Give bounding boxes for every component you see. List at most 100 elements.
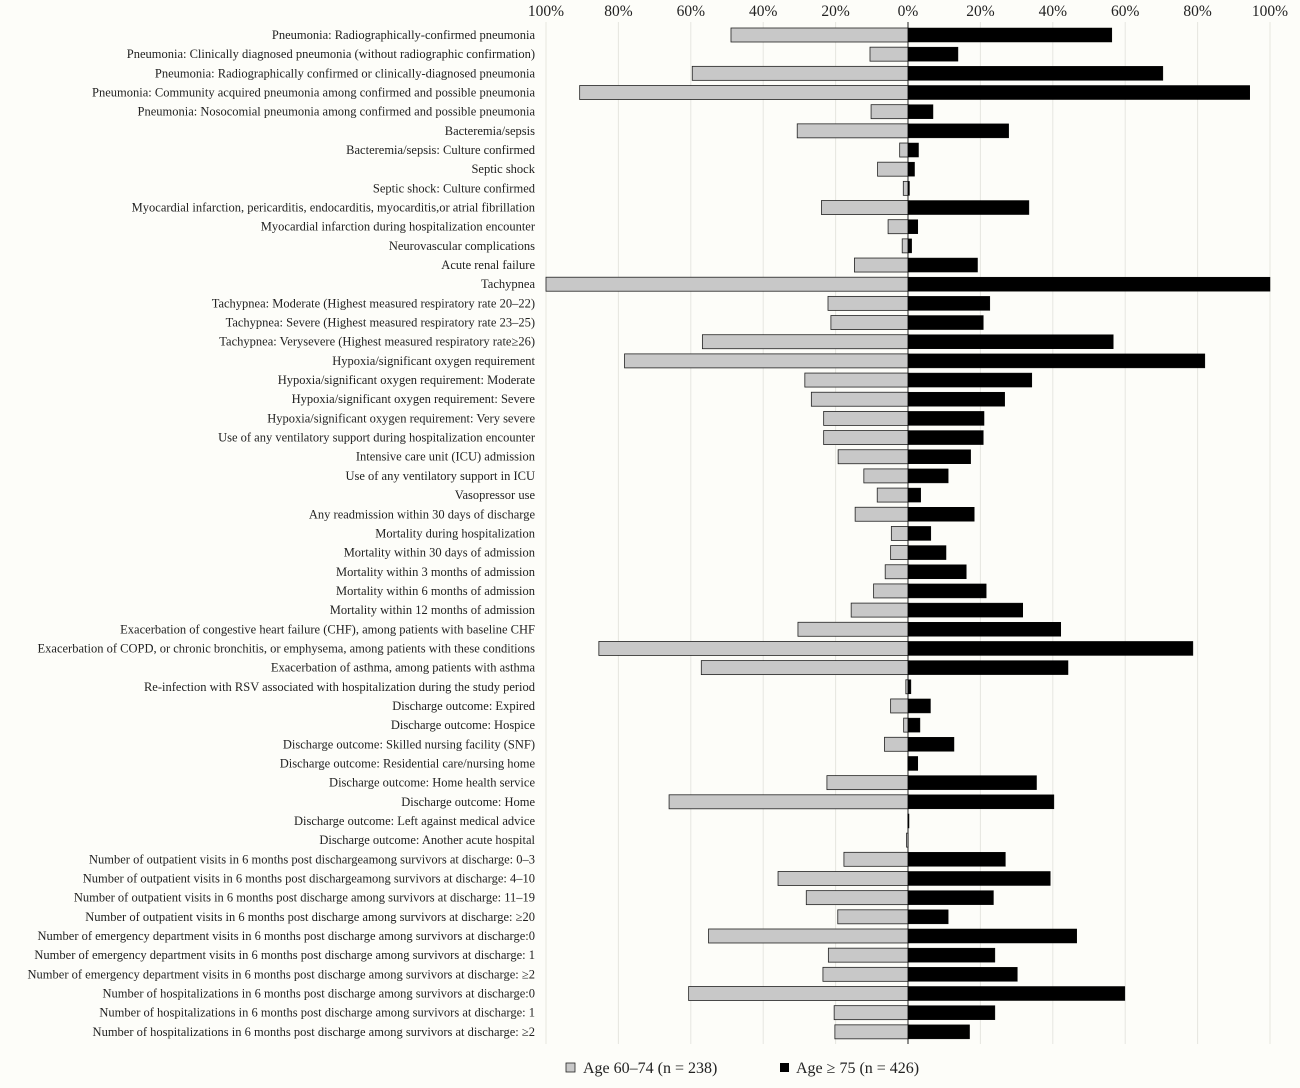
bar-age-60-74 bbox=[890, 526, 909, 541]
category-label: Pneumonia: Radiographically-confirmed pn… bbox=[272, 28, 536, 42]
x-tick-label: 80% bbox=[604, 3, 633, 20]
bar-age-60-74 bbox=[598, 641, 909, 656]
x-tick-label: 20% bbox=[821, 3, 850, 20]
bar-age-75-plus bbox=[907, 353, 1206, 369]
category-label: Intensive care unit (ICU) admission bbox=[356, 450, 536, 464]
category-label: Discharge outcome: Residential care/nurs… bbox=[280, 756, 536, 770]
bar-age-60-74 bbox=[688, 986, 909, 1001]
x-tick-label: 100% bbox=[528, 3, 564, 20]
category-label: Number of emergency department visits in… bbox=[28, 967, 535, 981]
legend: Age 60–74 (n = 238) Age ≥ 75 (n = 426) bbox=[565, 1060, 919, 1077]
bar-age-60-74 bbox=[827, 295, 909, 311]
legend-swatch-age-60-74 bbox=[565, 1062, 576, 1073]
bar-age-75-plus bbox=[907, 411, 985, 426]
category-label: Tachypnea bbox=[481, 277, 535, 291]
x-tick-label: 40% bbox=[749, 3, 778, 20]
bar-age-60-74 bbox=[854, 257, 909, 273]
category-label: Exacerbation of congestive heart failure… bbox=[120, 622, 535, 636]
bar-age-60-74 bbox=[545, 276, 909, 292]
bar-age-60-74 bbox=[821, 200, 909, 215]
bar-age-75-plus bbox=[907, 660, 1069, 675]
bar-age-75-plus bbox=[907, 507, 975, 522]
bar-age-60-74 bbox=[863, 468, 909, 484]
category-label: Bacteremia/sepsis bbox=[445, 124, 535, 138]
bar-age-75-plus bbox=[907, 794, 1055, 810]
category-label: Hypoxia/significant oxygen requirement bbox=[332, 354, 535, 368]
bar-age-75-plus bbox=[907, 296, 991, 311]
bar-age-60-74 bbox=[873, 583, 909, 599]
category-label: Tachypnea: Moderate (Highest measured re… bbox=[212, 296, 535, 310]
bar-age-75-plus bbox=[907, 928, 1077, 944]
bar-age-75-plus bbox=[907, 967, 1018, 982]
bar-age-60-74 bbox=[906, 832, 909, 848]
category-label: Myocardial infarction during hospitaliza… bbox=[261, 220, 536, 234]
category-label: Mortality within 6 months of admission bbox=[336, 584, 536, 598]
bar-age-75-plus bbox=[907, 315, 984, 330]
bar-age-75-plus bbox=[907, 871, 1051, 886]
bar-age-75-plus bbox=[907, 468, 949, 484]
bar-age-75-plus bbox=[907, 200, 1030, 215]
category-label: Number of outpatient visits in 6 months … bbox=[74, 891, 535, 905]
bar-age-60-74 bbox=[854, 506, 909, 522]
bar-age-75-plus bbox=[907, 679, 912, 695]
category-label: Acute renal failure bbox=[441, 258, 535, 272]
bar-age-75-plus bbox=[907, 1005, 996, 1020]
category-labels: Pneumonia: Radiographically-confirmed pn… bbox=[28, 28, 536, 1039]
bar-age-75-plus bbox=[907, 276, 1271, 292]
bar-age-60-74 bbox=[905, 679, 909, 695]
bar-age-60-74 bbox=[837, 449, 909, 465]
bar-age-75-plus bbox=[907, 1024, 970, 1040]
category-label: Septic shock bbox=[471, 162, 535, 176]
bar-age-75-plus bbox=[907, 717, 921, 733]
bar-age-75-plus bbox=[907, 27, 1113, 43]
category-label: Mortality within 3 months of admission bbox=[336, 565, 536, 579]
bar-age-60-74 bbox=[826, 775, 909, 791]
category-label: Neurovascular complications bbox=[389, 239, 535, 253]
bar-age-60-74 bbox=[708, 928, 909, 944]
bar-age-75-plus bbox=[907, 161, 915, 177]
bar-age-75-plus bbox=[907, 564, 967, 580]
bar-age-60-74 bbox=[730, 27, 909, 43]
bar-age-75-plus bbox=[907, 66, 1164, 81]
bar-age-60-74 bbox=[902, 180, 909, 196]
category-label: Septic shock: Culture confirmed bbox=[373, 181, 536, 195]
category-label: Tachypnea: Verysevere (Highest measured … bbox=[219, 335, 535, 349]
bar-age-60-74 bbox=[870, 104, 909, 120]
bar-age-60-74 bbox=[823, 410, 909, 426]
x-tick-label: 0% bbox=[898, 3, 919, 20]
category-label: Mortality during hospitalization bbox=[375, 526, 535, 540]
x-tick-labels: 100% 80% 60% 40% 20% 0% 20% 40% 60% 80% 100% bbox=[528, 3, 1288, 20]
category-label: Discharge outcome: Left against medical … bbox=[294, 814, 535, 828]
bar-age-60-74 bbox=[691, 65, 909, 81]
bar-age-75-plus bbox=[907, 487, 921, 503]
bar-age-75-plus bbox=[907, 602, 1024, 618]
bar-age-75-plus bbox=[907, 142, 919, 158]
category-label: Pneumonia: Clinically diagnosed pneumoni… bbox=[127, 47, 535, 61]
category-label: Exacerbation of COPD, or chronic bronchi… bbox=[38, 641, 536, 655]
x-tick-label: 60% bbox=[677, 3, 706, 20]
category-label: Exacerbation of asthma, among patients w… bbox=[271, 661, 536, 675]
bar-age-60-74 bbox=[796, 123, 909, 139]
category-label: Discharge outcome: Home bbox=[401, 795, 535, 809]
bar-age-75-plus bbox=[907, 372, 1033, 388]
bar-age-75-plus bbox=[907, 622, 1062, 637]
category-label: Hypoxia/significant oxygen requirement: … bbox=[278, 373, 536, 387]
category-label: Mortality within 30 days of admission bbox=[344, 546, 536, 560]
category-label: Number of hospitalizations in 6 months p… bbox=[99, 1006, 535, 1020]
category-label: Discharge outcome: Expired bbox=[392, 699, 536, 713]
category-label: Number of outpatient visits in 6 months … bbox=[83, 871, 535, 885]
bars bbox=[545, 27, 1271, 1040]
bar-age-60-74 bbox=[624, 353, 909, 369]
bar-age-75-plus bbox=[907, 334, 1114, 349]
bar-age-60-74 bbox=[837, 909, 909, 925]
category-label: Mortality within 12 months of admission bbox=[330, 603, 536, 617]
category-label: Any readmission within 30 days of discha… bbox=[309, 507, 536, 521]
bar-age-75-plus bbox=[907, 85, 1250, 100]
bar-age-75-plus bbox=[907, 181, 910, 196]
x-tick-label: 40% bbox=[1039, 3, 1068, 20]
bar-age-75-plus bbox=[907, 430, 984, 445]
category-label: Use of any ventilatory support in ICU bbox=[345, 469, 535, 483]
bar-age-75-plus bbox=[907, 583, 987, 599]
bar-age-75-plus bbox=[907, 986, 1126, 1001]
